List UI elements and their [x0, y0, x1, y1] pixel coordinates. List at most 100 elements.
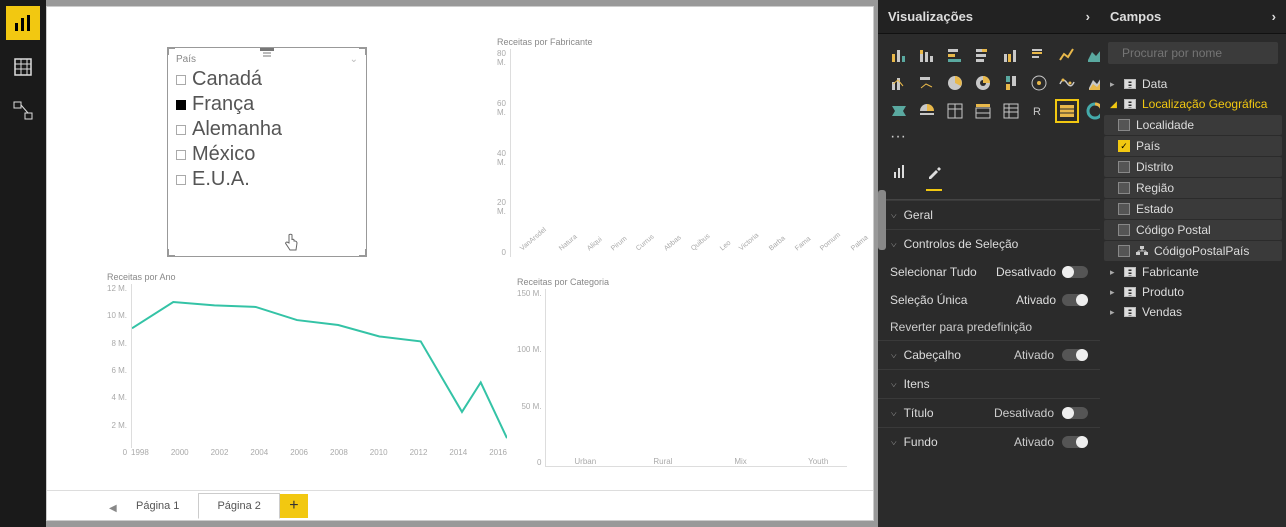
report-view-button[interactable] — [6, 6, 40, 40]
viz-type-icon[interactable] — [1056, 44, 1078, 66]
hierarchy-icon — [1136, 246, 1148, 256]
revert-to-default-link[interactable]: Reverter para predefinição — [878, 314, 1100, 340]
bar[interactable]: Barba — [764, 237, 787, 257]
bar[interactable]: Aliqui — [582, 237, 603, 257]
fields-tree: ▸Data◢Localização GeográficaLocalidade✓P… — [1100, 72, 1286, 324]
viz-type-icon[interactable] — [1056, 72, 1078, 94]
field-checkbox[interactable] — [1118, 245, 1130, 257]
bar[interactable]: Pirum — [606, 237, 628, 257]
field-table-row[interactable]: ▸Fabricante — [1104, 262, 1282, 282]
field-table-row[interactable]: ▸Produto — [1104, 282, 1282, 302]
viz-type-icon[interactable] — [1000, 44, 1022, 66]
toggle-header[interactable] — [1062, 349, 1088, 361]
viz-type-icon[interactable] — [1056, 100, 1078, 122]
slicer-visual[interactable]: País ⌄ CanadáFrançaAlemanhaMéxicoE.U.A. — [167, 47, 367, 257]
resize-handle[interactable] — [260, 48, 274, 51]
viz-type-icon[interactable] — [1000, 72, 1022, 94]
add-page-button[interactable]: + — [280, 494, 308, 518]
bar[interactable]: Mix — [712, 455, 770, 466]
viz-type-icon[interactable] — [944, 44, 966, 66]
slicer-item[interactable]: França — [176, 92, 358, 117]
bar[interactable]: Victoria — [734, 237, 761, 257]
bar[interactable]: Natura — [554, 237, 579, 257]
viz-type-icon[interactable] — [916, 44, 938, 66]
bar[interactable]: Urban — [556, 455, 614, 466]
slicer-item[interactable]: Canadá — [176, 67, 358, 92]
format-section-general[interactable]: ⌵Geral — [878, 201, 1100, 229]
svg-text:R: R — [1033, 106, 1041, 118]
fields-panel-header[interactable]: Campos › — [1100, 0, 1286, 34]
single-select-toggle-row[interactable]: Seleção Única Ativado — [878, 286, 1100, 314]
model-view-button[interactable] — [6, 94, 40, 128]
bar[interactable]: Leo — [715, 237, 731, 257]
field-checkbox[interactable] — [1118, 119, 1130, 131]
slicer-item[interactable]: Alemanha — [176, 117, 358, 142]
bar[interactable]: Rural — [634, 455, 692, 466]
viz-type-icon[interactable] — [944, 72, 966, 94]
field-row[interactable]: ✓País — [1104, 136, 1282, 156]
format-section-background[interactable]: ⌵FundoAtivado — [878, 428, 1100, 456]
data-view-button[interactable] — [6, 50, 40, 84]
toggle-background[interactable] — [1062, 436, 1088, 448]
bar[interactable]: Quibus — [686, 237, 712, 257]
more-visuals-button[interactable]: ··· — [888, 128, 910, 146]
field-row[interactable]: Localidade — [1104, 115, 1282, 135]
fields-search-input[interactable] — [1122, 46, 1277, 60]
viz-type-icon[interactable] — [888, 44, 910, 66]
field-checkbox[interactable] — [1118, 182, 1130, 194]
viz-type-icon[interactable] — [916, 72, 938, 94]
slicer-clear-icon[interactable]: ⌄ — [350, 54, 358, 65]
field-table-row[interactable]: ◢Localização Geográfica — [1104, 94, 1282, 114]
fields-well-tab[interactable] — [892, 164, 908, 191]
toggle-select-all[interactable] — [1062, 266, 1088, 278]
page-tab[interactable]: Página 2 — [198, 493, 279, 519]
viz-type-icon[interactable] — [972, 72, 994, 94]
viz-type-icon[interactable] — [888, 72, 910, 94]
viz-type-icon[interactable] — [1000, 100, 1022, 122]
viz-type-icon[interactable] — [916, 100, 938, 122]
field-row[interactable]: Região — [1104, 178, 1282, 198]
field-row[interactable]: Distrito — [1104, 157, 1282, 177]
report-canvas[interactable]: País ⌄ CanadáFrançaAlemanhaMéxicoE.U.A. … — [47, 7, 873, 490]
bar[interactable]: Abbas — [659, 237, 683, 257]
field-checkbox[interactable] — [1118, 224, 1130, 236]
field-table-row[interactable]: ▸Data — [1104, 74, 1282, 94]
bar[interactable]: VanArsdel — [515, 237, 551, 257]
viz-type-icon[interactable] — [888, 100, 910, 122]
bar-chart-revenue-by-manufacturer[interactable]: Receitas por Fabricante 80 M.60 M.40 M.2… — [497, 37, 877, 257]
bar[interactable]: Pomum — [815, 237, 843, 257]
visualizations-panel-header[interactable]: Visualizações › — [878, 0, 1100, 34]
slicer-item[interactable]: México — [176, 142, 358, 167]
format-tab[interactable] — [926, 164, 942, 191]
format-section-title[interactable]: ⌵TítuloDesativado — [878, 399, 1100, 427]
viz-type-icon[interactable] — [1028, 44, 1050, 66]
bar-chart-revenue-by-category[interactable]: Receitas por Categoria 150 M.100 M.50 M.… — [517, 277, 847, 467]
field-checkbox[interactable] — [1118, 161, 1130, 173]
fields-search-box[interactable] — [1108, 42, 1278, 64]
format-section-items[interactable]: ⌵Itens — [878, 370, 1100, 398]
page-tab[interactable]: Página 1 — [117, 493, 198, 519]
slicer-item[interactable]: E.U.A. — [176, 167, 358, 192]
field-row[interactable]: CódigoPostalPaís — [1104, 241, 1282, 261]
field-table-row[interactable]: ▸Vendas — [1104, 302, 1282, 322]
bar[interactable]: Youth — [789, 455, 847, 466]
line-chart-revenue-by-year[interactable]: Receitas por Ano 12 M.10 M.8 M.6 M.4 M.2… — [107, 272, 507, 457]
page-nav-prev[interactable]: ◀ — [101, 503, 125, 514]
format-section-header[interactable]: ⌵CabeçalhoAtivado — [878, 341, 1100, 369]
field-checkbox[interactable] — [1118, 203, 1130, 215]
bar[interactable]: Currus — [631, 237, 656, 257]
viz-type-icon[interactable] — [1028, 72, 1050, 94]
field-checkbox[interactable]: ✓ — [1118, 140, 1130, 152]
bar[interactable]: Palma — [846, 237, 870, 257]
bar[interactable]: Fama — [790, 237, 812, 257]
viz-type-icon[interactable] — [972, 100, 994, 122]
select-all-toggle-row[interactable]: Selecionar Tudo Desativado — [878, 258, 1100, 286]
toggle-single-select[interactable] — [1062, 294, 1088, 306]
field-row[interactable]: Estado — [1104, 199, 1282, 219]
toggle-title[interactable] — [1062, 407, 1088, 419]
viz-type-icon[interactable] — [972, 44, 994, 66]
viz-type-icon[interactable]: R — [1028, 100, 1050, 122]
field-row[interactable]: Código Postal — [1104, 220, 1282, 240]
viz-type-icon[interactable] — [944, 100, 966, 122]
format-section-selection-controls[interactable]: ⌵Controlos de Seleção — [878, 230, 1100, 258]
